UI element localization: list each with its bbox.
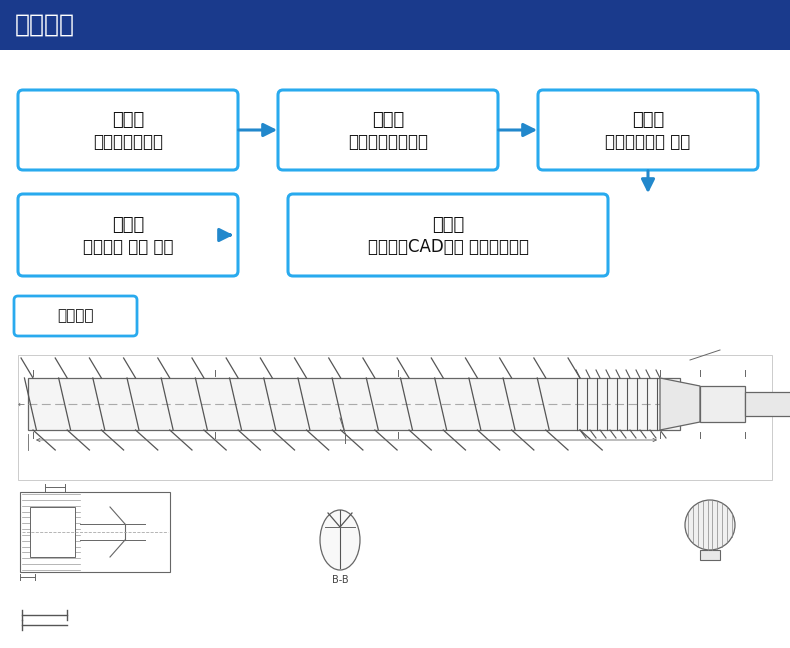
FancyBboxPatch shape	[14, 296, 137, 336]
Bar	[20, 492, 170, 572]
Text: B-B: B-B	[332, 575, 348, 585]
Bar	[28, 378, 680, 430]
Bar	[700, 550, 720, 560]
FancyBboxPatch shape	[18, 194, 238, 276]
FancyBboxPatch shape	[18, 90, 238, 170]
Text: 第四步: 第四步	[432, 216, 465, 234]
Polygon shape	[660, 378, 700, 430]
Text: 图纸案列: 图纸案列	[57, 308, 94, 323]
Bar	[745, 392, 790, 416]
Text: 第二步: 第二步	[372, 111, 404, 129]
Text: 确认无误 生产 交货: 确认无误 生产 交货	[83, 238, 173, 256]
Text: 第三步: 第三步	[632, 111, 664, 129]
Bar	[18, 355, 772, 480]
Bar	[30, 507, 75, 557]
Text: 第一步: 第一步	[112, 111, 144, 129]
Ellipse shape	[320, 510, 360, 570]
Bar	[0, 0, 790, 50]
FancyBboxPatch shape	[278, 90, 498, 170]
Bar	[700, 386, 745, 422]
Circle shape	[685, 500, 735, 550]
Text: 我们制作CAD图纸 客户确认图纸: 我们制作CAD图纸 客户确认图纸	[367, 238, 529, 256]
Text: 第五步: 第五步	[112, 216, 144, 234]
Text: 提供螺杆的总长度: 提供螺杆的总长度	[348, 133, 428, 151]
Text: 定制说明: 定制说明	[15, 13, 75, 37]
FancyBboxPatch shape	[538, 90, 758, 170]
Text: 提供牙矩尺寸 材质: 提供牙矩尺寸 材质	[605, 133, 690, 151]
Text: 提供螺杆的直径: 提供螺杆的直径	[93, 133, 163, 151]
Text: ←: ←	[18, 400, 25, 408]
FancyBboxPatch shape	[288, 194, 608, 276]
